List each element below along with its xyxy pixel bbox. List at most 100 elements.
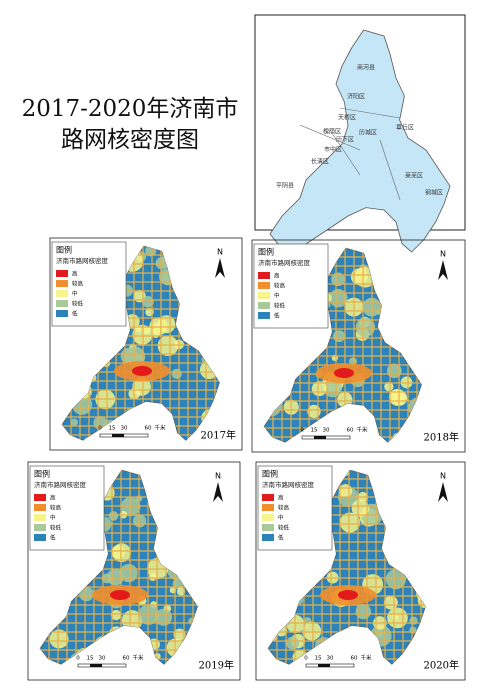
density-blob (189, 275, 201, 288)
legend-swatch (258, 282, 270, 289)
density-blob (329, 414, 343, 428)
legend-swatch (56, 280, 68, 287)
density-blob (153, 497, 162, 507)
density-blob (142, 470, 152, 476)
density-blob (185, 476, 198, 497)
legend-subtitle: 济南市路网核密度 (56, 256, 109, 265)
density-blob (388, 508, 410, 530)
density-blob (307, 404, 321, 419)
legend-swatch (34, 514, 46, 521)
density-blob (400, 376, 413, 389)
index-map-shape (269, 29, 451, 253)
scale-label: 30 (99, 656, 106, 662)
scale-label: 30 (121, 426, 128, 432)
density-blob (159, 470, 174, 482)
district-label: 济阳区 (347, 93, 365, 101)
density-blob (284, 578, 299, 594)
density-blob (372, 248, 381, 255)
legend-label: 较高 (274, 282, 286, 290)
district-label: 平阴县 (276, 182, 294, 190)
density-blob (143, 651, 153, 661)
density-blob (264, 435, 273, 443)
density-blob (66, 560, 88, 583)
density-blob (140, 640, 150, 650)
density-blob (188, 617, 196, 625)
density-blob (88, 346, 100, 358)
density-blob (415, 484, 426, 498)
density-blob (385, 470, 405, 483)
density-blob (154, 608, 173, 626)
density-blob (402, 498, 424, 520)
density-blob (340, 470, 350, 477)
density-base (267, 469, 426, 665)
density-core (110, 590, 130, 600)
density-blob (419, 523, 426, 531)
legend-swatch (56, 270, 68, 277)
panel-frame (255, 461, 466, 681)
district-label: 历下区 (336, 137, 354, 144)
index-map-frame (254, 14, 466, 231)
district-boundary (379, 139, 401, 201)
legend-label: 较低 (278, 524, 290, 532)
density-blob (392, 432, 405, 443)
legend-swatch (262, 504, 274, 511)
density-blob (186, 324, 195, 333)
density-blob (191, 501, 198, 510)
density-blob (405, 298, 422, 319)
north-label: N (217, 248, 223, 257)
density-blob (152, 330, 160, 338)
north-label: N (440, 472, 446, 481)
density-blob (110, 609, 122, 621)
density-blob (70, 418, 79, 426)
density-blob (414, 421, 422, 432)
density-blob (367, 470, 382, 478)
scale-label: 0 (300, 428, 304, 434)
legend-label: 中 (274, 292, 280, 300)
legend-label: 较低 (50, 524, 62, 532)
density-blob (365, 248, 372, 253)
legend-subtitle: 济南市路网核密度 (258, 258, 311, 267)
density-blob (315, 637, 333, 656)
district-label: 商河县 (357, 64, 375, 72)
north-arrow (213, 482, 223, 502)
density-blob (417, 592, 426, 609)
legend-swatch (56, 300, 68, 307)
density-blob (132, 377, 151, 396)
density-blob (192, 470, 198, 475)
north-arrow (438, 482, 448, 502)
density-blob (389, 388, 407, 406)
density-blob (401, 311, 412, 322)
density-blob (384, 381, 394, 392)
year-label: 2018年 (424, 431, 459, 444)
legend-subtitle: 济南市路网核密度 (262, 480, 315, 489)
density-blob (157, 315, 176, 334)
density-blob (375, 629, 384, 638)
density-blob (76, 563, 84, 571)
scale-label: 30 (323, 428, 330, 434)
density-blob (396, 324, 409, 337)
north-label: N (215, 472, 221, 481)
density-blob (105, 647, 122, 664)
district-boundary (329, 129, 361, 176)
legend-label: 高 (278, 494, 284, 502)
density-blob (289, 585, 297, 594)
scale-label: 60 (123, 656, 130, 662)
legend-label: 低 (50, 534, 56, 542)
density-blob (271, 329, 290, 348)
legend-label: 中 (72, 290, 78, 298)
title-line: 2017-2020年济南市 (22, 96, 239, 122)
scale-bar (112, 434, 124, 437)
district-label: 市中区 (324, 146, 342, 154)
legend-label: 较高 (278, 504, 290, 512)
density-blob (125, 429, 146, 441)
panel-frame (27, 461, 241, 681)
density-blob (104, 649, 114, 659)
scale-label: 0 (98, 426, 102, 432)
density-blob (295, 344, 311, 360)
legend-swatch (262, 494, 274, 501)
legend-label: 较低 (274, 302, 286, 310)
legend-title: 图例 (262, 469, 278, 479)
density-blob (401, 471, 419, 488)
scale-bar (314, 436, 326, 439)
density-blob (111, 545, 125, 559)
